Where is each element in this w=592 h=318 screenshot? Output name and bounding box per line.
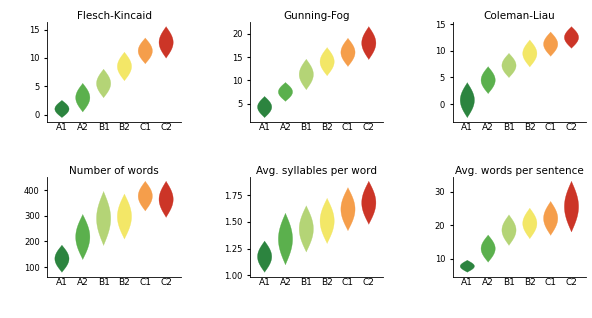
Polygon shape xyxy=(523,208,537,238)
Polygon shape xyxy=(460,260,474,272)
Polygon shape xyxy=(481,67,496,93)
Polygon shape xyxy=(55,245,69,272)
Polygon shape xyxy=(55,100,69,117)
Polygon shape xyxy=(278,83,292,101)
Polygon shape xyxy=(96,69,111,98)
Polygon shape xyxy=(341,188,355,231)
Polygon shape xyxy=(138,38,152,64)
Polygon shape xyxy=(543,32,558,56)
Title: Coleman-Liau: Coleman-Liau xyxy=(484,11,555,22)
Polygon shape xyxy=(502,53,516,78)
Polygon shape xyxy=(138,182,152,211)
Polygon shape xyxy=(502,215,516,245)
Polygon shape xyxy=(258,241,272,272)
Polygon shape xyxy=(564,27,578,48)
Polygon shape xyxy=(543,202,558,235)
Polygon shape xyxy=(362,27,376,59)
Polygon shape xyxy=(320,48,334,76)
Polygon shape xyxy=(117,52,131,81)
Title: Number of words: Number of words xyxy=(69,166,159,176)
Title: Avg. syllables per word: Avg. syllables per word xyxy=(256,166,377,176)
Polygon shape xyxy=(159,182,173,217)
Polygon shape xyxy=(362,182,376,224)
Polygon shape xyxy=(96,192,111,245)
Polygon shape xyxy=(320,198,334,243)
Title: Avg. words per sentence: Avg. words per sentence xyxy=(455,166,584,176)
Polygon shape xyxy=(76,215,90,259)
Polygon shape xyxy=(278,213,292,265)
Title: Flesch-Kincaid: Flesch-Kincaid xyxy=(76,11,152,22)
Title: Gunning-Fog: Gunning-Fog xyxy=(284,11,350,22)
Polygon shape xyxy=(159,27,173,58)
Polygon shape xyxy=(523,40,537,67)
Polygon shape xyxy=(299,206,313,252)
Polygon shape xyxy=(258,97,272,117)
Polygon shape xyxy=(341,38,355,66)
Polygon shape xyxy=(76,84,90,112)
Polygon shape xyxy=(481,235,496,262)
Polygon shape xyxy=(299,59,313,90)
Polygon shape xyxy=(460,83,474,117)
Polygon shape xyxy=(117,194,131,239)
Polygon shape xyxy=(564,182,578,232)
